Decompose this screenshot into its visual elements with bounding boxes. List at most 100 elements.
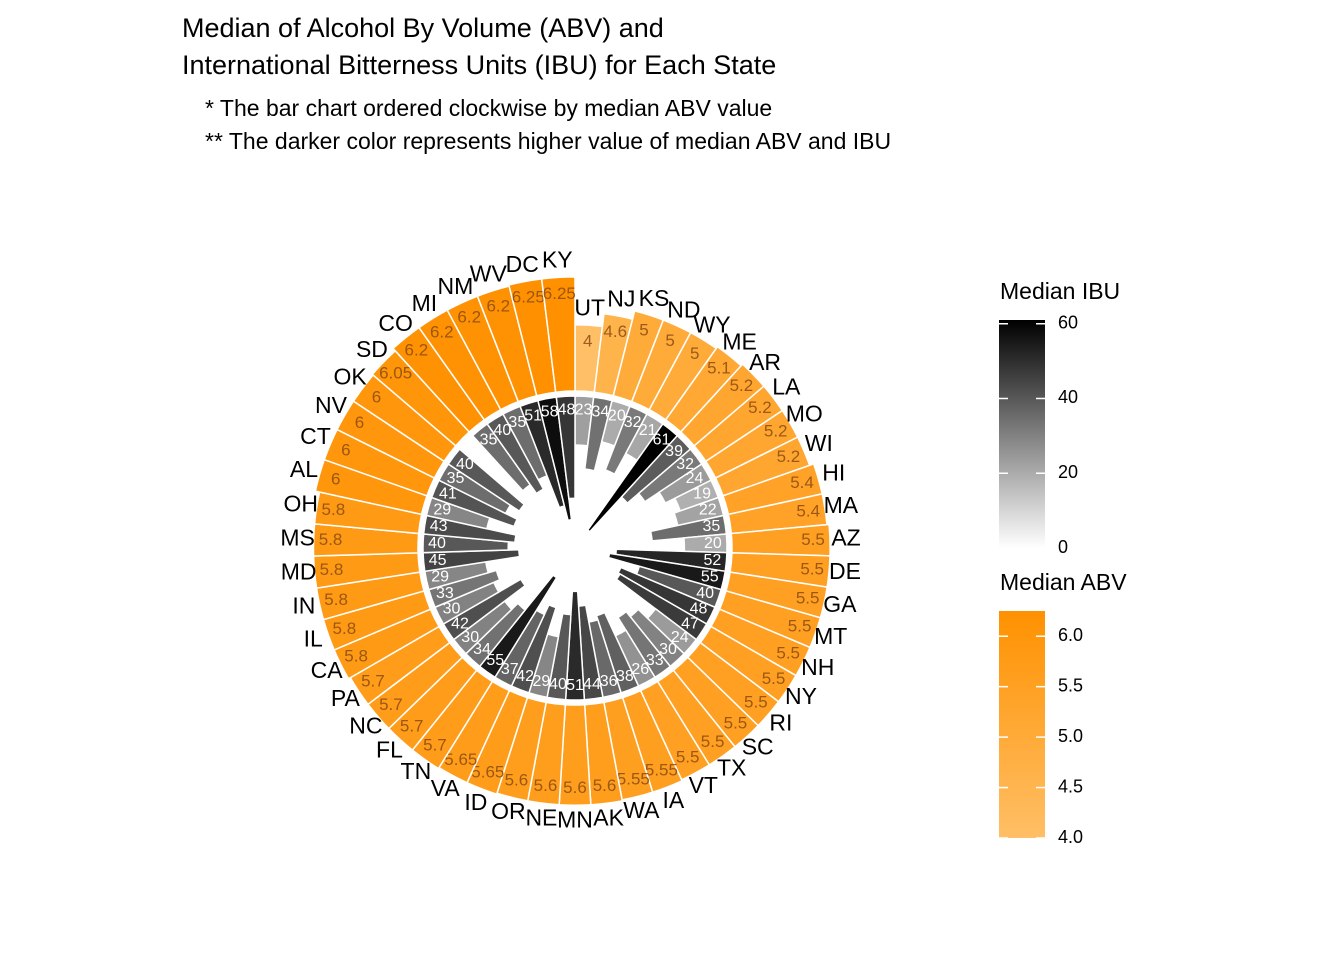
category-label: MI — [412, 290, 438, 316]
value-label: 41 — [439, 485, 457, 502]
value-label: 40 — [428, 535, 446, 552]
value-label: 35 — [447, 470, 465, 487]
value-label: 5.8 — [319, 530, 343, 549]
value-label: 5.65 — [444, 750, 477, 769]
value-label: 5.8 — [344, 646, 368, 665]
value-label: 48 — [690, 601, 708, 618]
value-label: 38 — [616, 668, 634, 685]
value-label: 35 — [508, 414, 526, 431]
category-label: CA — [311, 657, 344, 683]
value-label: 58 — [541, 404, 559, 421]
value-label: 5.2 — [730, 376, 754, 395]
category-label: WI — [805, 430, 833, 456]
chart-title: Median of Alcohol By Volume (ABV) and — [182, 13, 664, 43]
value-label: 5.55 — [645, 761, 678, 780]
legend-tick-label: 4.0 — [1058, 827, 1083, 847]
value-label: 47 — [681, 615, 699, 632]
category-label: HI — [822, 459, 845, 485]
category-label: NV — [315, 392, 348, 418]
value-label: 5.8 — [322, 500, 346, 519]
category-label: KY — [542, 246, 573, 272]
value-label: 30 — [659, 641, 677, 658]
category-label: AK — [593, 804, 624, 830]
value-label: 5.6 — [505, 771, 529, 790]
value-label: 4.6 — [603, 322, 627, 341]
value-label: 36 — [600, 673, 618, 690]
category-label: GA — [823, 591, 857, 617]
value-label: 5.4 — [796, 501, 820, 520]
category-label: OH — [283, 491, 318, 517]
value-label: 42 — [516, 668, 534, 685]
value-label: 5.5 — [676, 747, 700, 766]
legend-tick-label: 5.5 — [1058, 675, 1083, 695]
value-label: 32 — [676, 456, 694, 473]
category-label: NH — [801, 654, 834, 680]
ibu-bar — [430, 479, 519, 528]
category-label: WY — [694, 312, 731, 338]
value-label: 33 — [646, 652, 664, 669]
value-label: 55 — [701, 569, 719, 586]
value-label: 6.2 — [405, 340, 429, 359]
value-label: 5.5 — [776, 644, 800, 663]
ibu-bar — [510, 603, 557, 694]
category-label: KS — [639, 285, 670, 311]
value-label: 30 — [443, 601, 461, 618]
value-label: 5.6 — [534, 776, 558, 795]
category-label: MO — [786, 401, 823, 427]
value-label: 37 — [501, 661, 519, 678]
value-label: 40 — [456, 456, 474, 473]
chart-subtitle: * The bar chart ordered clockwise by med… — [205, 95, 772, 121]
value-label: 35 — [702, 518, 720, 535]
ibu-bar — [486, 413, 545, 495]
value-label: 42 — [451, 615, 469, 632]
category-label: DC — [506, 251, 539, 277]
value-label: 6.2 — [486, 296, 510, 315]
value-label: 4 — [583, 332, 592, 351]
value-label: 32 — [624, 414, 642, 431]
ibu-bar — [422, 548, 521, 573]
category-label: NY — [785, 683, 817, 709]
category-label: NM — [438, 273, 474, 299]
ibu-bar — [442, 578, 527, 641]
value-label: 24 — [686, 470, 704, 487]
value-label: 5.2 — [748, 398, 772, 417]
category-label: WA — [623, 797, 660, 823]
category-label: OK — [334, 363, 368, 389]
value-label: 20 — [704, 535, 722, 552]
legend-tick-label: 4.5 — [1058, 776, 1083, 796]
value-label: 5.5 — [701, 732, 725, 751]
ibu-bar — [427, 569, 501, 609]
category-label: CT — [300, 423, 331, 449]
ibu-bar — [564, 590, 586, 701]
value-label: 5.7 — [379, 695, 403, 714]
value-label: 51 — [566, 677, 584, 694]
value-label: 40 — [549, 676, 567, 693]
value-label: 30 — [461, 629, 479, 646]
category-label: MA — [824, 492, 859, 518]
chart-subtitle: ** The darker color represents higher va… — [205, 128, 891, 154]
value-label: 6.05 — [379, 364, 412, 383]
category-label: ND — [667, 296, 700, 322]
value-label: 39 — [665, 443, 683, 460]
category-label: PA — [331, 685, 361, 711]
category-label: SD — [356, 336, 388, 362]
value-label: 6.2 — [457, 308, 481, 327]
value-label: 5.2 — [764, 422, 788, 441]
category-label: MT — [814, 623, 847, 649]
value-label: 5.7 — [423, 735, 447, 754]
ibu-bar — [546, 612, 572, 701]
ibu-bar — [620, 434, 692, 505]
category-label: MN — [557, 806, 593, 832]
value-label: 61 — [653, 432, 671, 449]
value-label: 5.4 — [790, 473, 814, 492]
category-label: AR — [749, 349, 781, 375]
category-label: LA — [772, 374, 801, 400]
value-label: 29 — [532, 673, 550, 690]
colorbar — [999, 611, 1045, 838]
ibu-bar — [658, 463, 713, 505]
legend-title: Median IBU — [1000, 278, 1120, 304]
value-label: 20 — [608, 408, 626, 425]
colorbar — [999, 320, 1045, 548]
legend-tick-label: 0 — [1058, 537, 1068, 557]
ibu-bar — [637, 448, 703, 503]
